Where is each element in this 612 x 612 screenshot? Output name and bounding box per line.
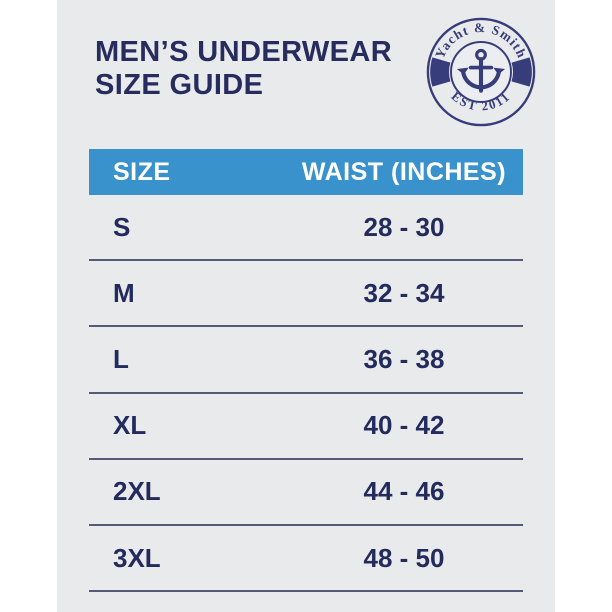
lifebuoy-band-right (511, 57, 532, 87)
brand-logo: Yacht & Smith EST 2011 (426, 17, 536, 127)
column-header-waist: WAIST (INCHES) (301, 157, 507, 186)
table-row: 3XL 48 - 50 (89, 526, 523, 593)
size-cell: 3XL (113, 542, 161, 573)
page-title-line2: SIZE GUIDE (95, 69, 264, 101)
page-title: MEN’S UNDERWEAR SIZE GUIDE (95, 36, 392, 102)
anchor-icon (456, 48, 506, 93)
size-cell: 2XL (113, 476, 161, 507)
table-row: S 28 - 30 (89, 195, 523, 262)
table-row: L 36 - 38 (89, 327, 523, 394)
table-row: XL 40 - 42 (89, 394, 523, 460)
column-header-size: SIZE (113, 157, 171, 186)
waist-cell: 32 - 34 (363, 277, 445, 308)
table-row: 2XL 44 - 46 (89, 460, 523, 526)
page-title-line1: MEN’S UNDERWEAR (95, 36, 393, 68)
waist-cell: 48 - 50 (363, 542, 445, 573)
table-header-row: SIZE WAIST (INCHES) (89, 149, 523, 195)
logo-outer-ring (426, 17, 536, 127)
size-guide-panel: MEN’S UNDERWEAR SIZE GUIDE Yacht & Smith… (57, 0, 555, 612)
waist-cell: 44 - 46 (363, 476, 445, 507)
waist-cell: 36 - 38 (363, 343, 445, 374)
lifebuoy-band-left (430, 57, 451, 87)
table-row: M 32 - 34 (89, 261, 523, 328)
size-cell: L (113, 343, 129, 374)
size-cell: XL (113, 410, 147, 441)
waist-cell: 40 - 42 (363, 410, 445, 441)
size-cell: M (113, 277, 135, 308)
size-cell: S (113, 211, 131, 242)
waist-cell: 28 - 30 (363, 211, 445, 242)
size-chart-table: SIZE WAIST (INCHES) S 28 - 30 M 32 - 34 … (89, 149, 523, 593)
